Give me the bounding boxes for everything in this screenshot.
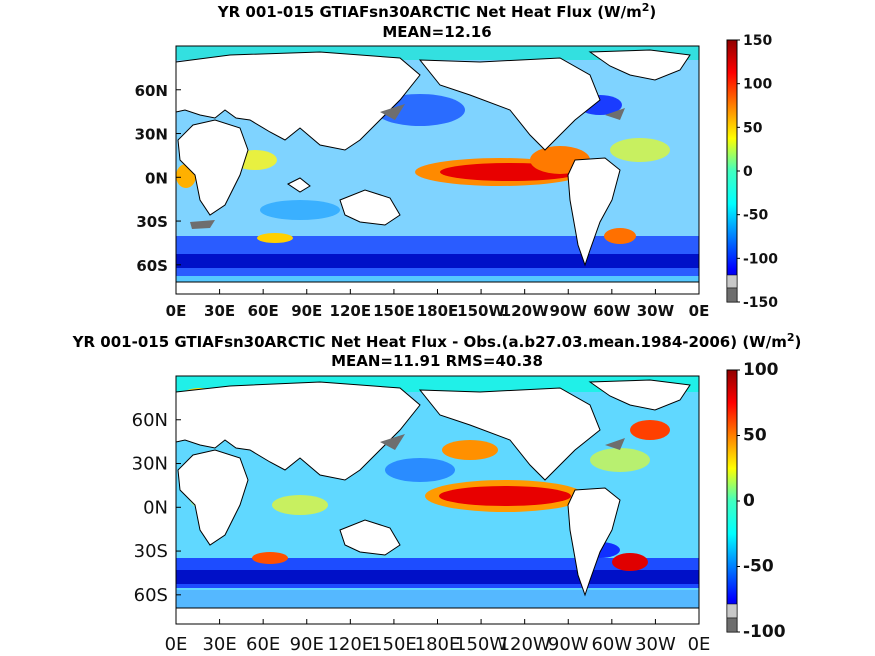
- x-tick-label: 60W: [591, 634, 632, 655]
- top-title: YR 001-015 GTIAFsn30ARCTIC Net Heat Flux…: [217, 1, 656, 22]
- x-tick-label: 90E: [290, 634, 324, 655]
- x-tick-label: 90W: [548, 634, 589, 655]
- colorbar-tick-label: 150: [743, 33, 772, 49]
- colorbar-tick-label: -50: [743, 557, 774, 577]
- colorbar-tick-label: -150: [743, 295, 778, 311]
- colorbar-tick-label: 50: [743, 120, 763, 136]
- x-tick-label: 180E: [415, 634, 461, 655]
- x-tick-label: 60E: [248, 302, 279, 320]
- colorbar-tick-label: -50: [743, 208, 769, 224]
- bottom-subtitle: MEAN=11.91 RMS=40.38: [331, 352, 543, 370]
- y-tick-label: 60N: [135, 82, 168, 100]
- x-tick-label: 120E: [330, 302, 372, 320]
- x-tick-label: 120E: [327, 634, 373, 655]
- bottom-colorbar: 100 50 0 -50 -100: [726, 360, 786, 642]
- x-tick-label: 180E: [417, 302, 459, 320]
- colorbar-tick-label: 50: [743, 426, 767, 446]
- x-tick-label: 150W: [455, 634, 507, 655]
- x-tick-label: 60W: [593, 302, 631, 320]
- x-tick-label: 0E: [165, 634, 188, 655]
- colorbar-tick-label: -100: [743, 251, 778, 267]
- x-tick-label: 30W: [637, 302, 675, 320]
- x-tick-label: 60E: [246, 634, 280, 655]
- x-tick-label: 150E: [373, 302, 415, 320]
- y-tick-label: 30S: [136, 213, 168, 231]
- y-tick-label: 60N: [132, 410, 168, 431]
- y-tick-label: 30S: [134, 541, 168, 562]
- colorbar-tick-label: 0: [743, 491, 755, 511]
- bottom-title: YR 001-015 GTIAFsn30ARCTIC Net Heat Flux…: [72, 331, 802, 352]
- y-tick-label: 60S: [134, 585, 168, 606]
- x-tick-label: 150E: [371, 634, 417, 655]
- x-tick-label: 90E: [291, 302, 322, 320]
- x-tick-label: 30E: [204, 302, 235, 320]
- top-panel: YR 001-015 GTIAFsn30ARCTIC Net Heat Flux…: [135, 1, 779, 321]
- colorbar-tick-label: -100: [743, 622, 786, 642]
- y-tick-label: 30N: [135, 126, 168, 144]
- x-tick-label: 120W: [499, 634, 551, 655]
- top-colorbar: 150 100 50 0 -50 -100 -150: [726, 33, 778, 311]
- y-tick-label: 60S: [136, 257, 168, 275]
- bottom-y-axis: 60N 30N 0N 30S 60S: [132, 410, 181, 606]
- x-tick-label: 120W: [501, 302, 549, 320]
- bottom-panel: YR 001-015 GTIAFsn30ARCTIC Net Heat Flux…: [72, 331, 802, 656]
- x-tick-label: 0E: [166, 302, 187, 320]
- top-subtitle: MEAN=12.16: [382, 23, 491, 41]
- bottom-map: [176, 376, 699, 624]
- x-tick-label: 150W: [457, 302, 505, 320]
- y-tick-label: 0N: [143, 497, 168, 518]
- y-tick-label: 0N: [145, 169, 168, 187]
- x-tick-label: 30W: [635, 634, 676, 655]
- colorbar-tick-label: 100: [743, 77, 772, 93]
- colorbar-tick-label: 0: [743, 164, 753, 180]
- x-tick-label: 0E: [688, 634, 711, 655]
- x-tick-label: 90W: [550, 302, 588, 320]
- x-tick-label: 0E: [689, 302, 710, 320]
- top-map: [176, 46, 699, 294]
- y-tick-label: 30N: [132, 454, 168, 475]
- colorbar-tick-label: 100: [743, 360, 779, 380]
- x-tick-label: 30E: [202, 634, 236, 655]
- top-y-axis: 60N 30N 0N 30S 60S: [135, 82, 181, 275]
